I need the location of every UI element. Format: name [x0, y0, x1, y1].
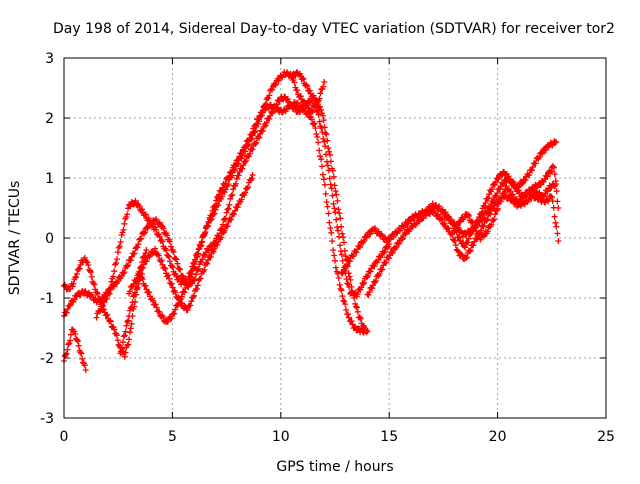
- series-track-11: [117, 247, 150, 357]
- x-tick-label: 10: [272, 429, 290, 445]
- y-tick-label: 3: [45, 51, 54, 67]
- chart-title: Day 198 of 2014, Sidereal Day-to-day VTE…: [53, 21, 615, 37]
- series-track-08: [364, 181, 560, 298]
- x-tick-label: 5: [168, 429, 177, 445]
- x-tick-labels: 0 5 10 15 20 25: [60, 429, 615, 445]
- x-tick-label: 15: [380, 429, 398, 445]
- plus-markers: [117, 247, 150, 357]
- series-track-12: [288, 68, 369, 334]
- plus-markers: [288, 68, 369, 334]
- x-tick-label: 25: [597, 429, 615, 445]
- series-track-10: [451, 183, 562, 244]
- y-axis-label: SDTVAR / TECUs: [7, 181, 23, 296]
- x-tick-label: 0: [60, 429, 69, 445]
- y-tick-label: 2: [45, 111, 54, 127]
- x-tick-label: 20: [489, 429, 507, 445]
- y-tick-label: -2: [40, 351, 54, 367]
- plus-markers: [364, 181, 560, 298]
- y-tick-labels: -3 -2 -1 0 1 2 3: [40, 51, 54, 427]
- x-axis-label: GPS time / hours: [276, 459, 393, 475]
- plus-markers: [451, 183, 562, 244]
- y-tick-label: 1: [45, 171, 54, 187]
- y-tick-label: -1: [40, 291, 54, 307]
- y-tick-label: 0: [45, 231, 54, 247]
- y-tick-label: -3: [40, 411, 54, 427]
- plot-frame: [63, 57, 607, 419]
- grid-lines: [64, 58, 606, 418]
- data-points: [61, 68, 562, 373]
